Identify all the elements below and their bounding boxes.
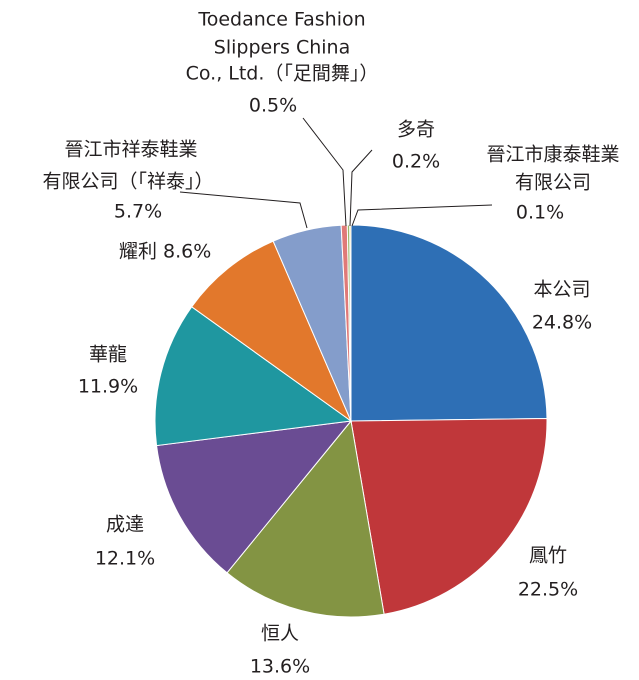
pie-slice	[226, 419, 385, 618]
slice-value-label: 5.7%	[114, 201, 162, 223]
slice-label: 恒人	[261, 623, 299, 645]
slice-value-label: 0.1%	[516, 202, 564, 224]
slice-label: 晉江市祥泰鞋業	[64, 139, 197, 161]
pie-slice	[350, 418, 548, 615]
slice-label: Slippers China	[214, 37, 350, 59]
slice-label: 成達	[106, 514, 144, 536]
slice-label: Co., Ltd.（「足間舞」）	[186, 63, 379, 85]
pie-slice	[350, 224, 548, 422]
slice-value-label: 12.1%	[95, 548, 155, 570]
slice-label: 晉江市康泰鞋業	[486, 144, 619, 166]
slice-value-label: 13.6%	[250, 656, 310, 678]
slice-label: 華龍	[89, 344, 127, 366]
pie-slice	[154, 306, 353, 447]
leader-line	[349, 149, 373, 227]
slice-label: 有限公司	[515, 172, 591, 194]
slice-label: 鳳竹	[529, 545, 567, 567]
slice-value-label: 0.5%	[249, 95, 297, 117]
slice-value-label: 0.2%	[392, 151, 440, 173]
slice-label: 多奇	[397, 119, 435, 141]
slice-label: Toedance Fashion	[197, 9, 365, 31]
slice-label: 本公司	[533, 279, 590, 301]
slice-value-label: 8.6%	[163, 241, 211, 263]
slice-value-label: 24.8%	[532, 312, 592, 334]
slice-value-label: 22.5%	[518, 579, 578, 601]
slice-value-label: 11.9%	[78, 376, 138, 398]
slice-label: 有限公司（「祥泰」）	[42, 171, 213, 193]
leader-line	[302, 117, 347, 227]
leader-line	[351, 204, 493, 227]
pie-slice	[191, 240, 353, 423]
leader-line	[179, 191, 308, 229]
slice-label: 耀利	[119, 241, 157, 263]
pie-slice	[155, 420, 353, 574]
